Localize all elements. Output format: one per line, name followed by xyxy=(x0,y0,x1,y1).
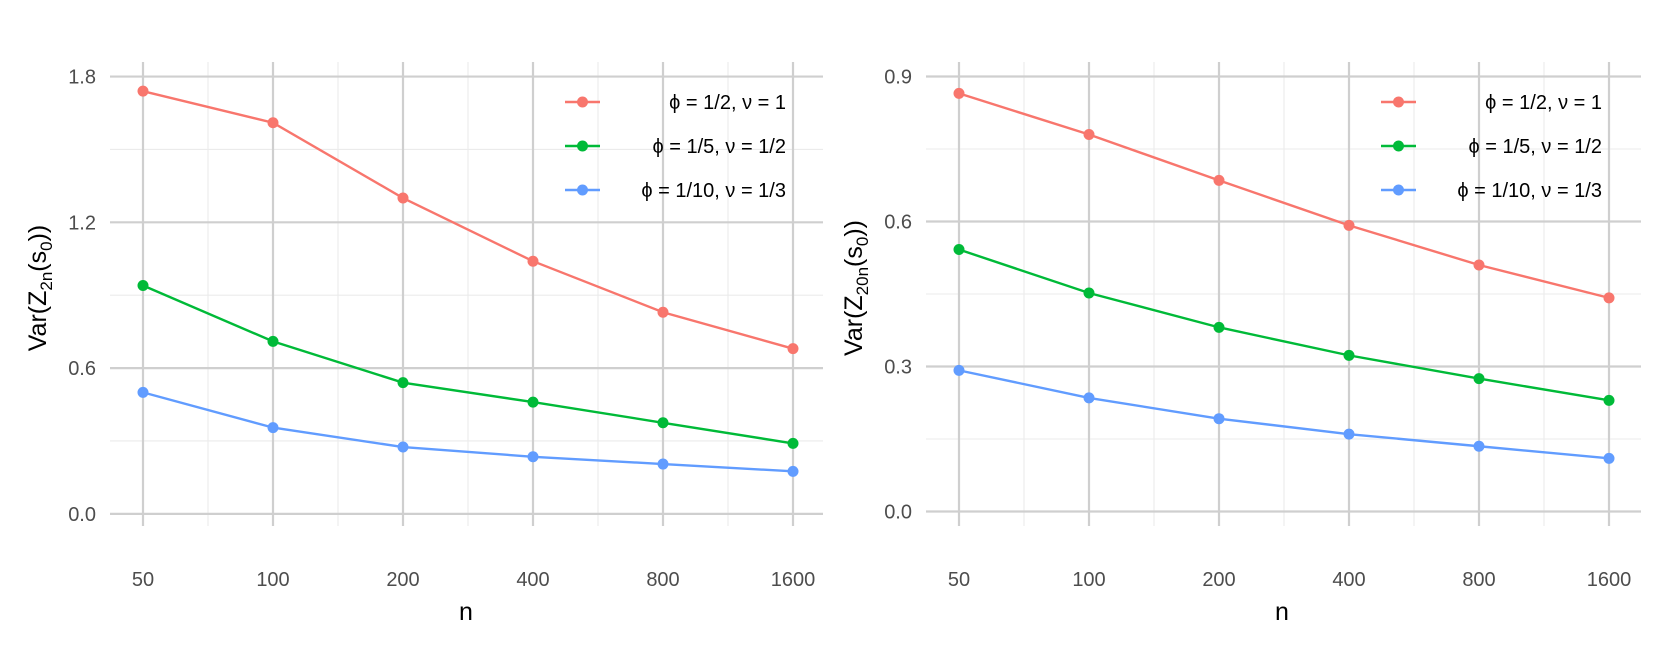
right-x-axis-title: n xyxy=(1275,598,1289,626)
data-point xyxy=(1603,292,1615,304)
data-point xyxy=(657,306,669,318)
data-point xyxy=(267,422,279,434)
legend-label: ϕ = 1/2, ν = 1 xyxy=(1485,92,1602,114)
data-point xyxy=(1083,129,1095,140)
legend-key-point xyxy=(577,96,588,108)
data-point xyxy=(527,396,539,408)
data-point xyxy=(787,343,799,355)
y-tick-label: 1.8 xyxy=(68,67,96,89)
data-point xyxy=(397,441,409,453)
legend-entry: ϕ = 1/10, ν = 1/3 xyxy=(565,180,786,202)
right-series xyxy=(953,87,1615,464)
data-point xyxy=(657,458,669,470)
data-point xyxy=(1213,174,1225,186)
left-x-axis-title: n xyxy=(459,598,473,626)
left-x-tick-labels: 50 100 200 400 800 1600 xyxy=(132,569,815,591)
series-line xyxy=(958,369,1610,460)
series-line xyxy=(958,92,1610,300)
right-x-tick-labels: 50 100 200 400 800 1600 xyxy=(948,569,1631,591)
data-point xyxy=(1473,259,1485,271)
x-tick-label: 50 xyxy=(948,569,970,591)
right-y-axis-title: Var(Z20n(s0)) xyxy=(840,220,872,356)
data-point xyxy=(787,437,799,449)
legend-key-point xyxy=(1393,96,1404,108)
x-tick-label: 200 xyxy=(1202,569,1235,591)
x-tick-label: 400 xyxy=(1332,569,1365,591)
data-point xyxy=(657,417,669,429)
x-tick-label: 800 xyxy=(646,569,679,591)
legend-label: ϕ = 1/5, ν = 1/2 xyxy=(1468,136,1602,158)
data-point xyxy=(1343,219,1355,231)
y-tick-label: 1.2 xyxy=(68,212,96,234)
data-point xyxy=(267,335,279,347)
data-point xyxy=(953,87,965,99)
legend-label: ϕ = 1/10, ν = 1/3 xyxy=(1457,180,1602,202)
legend-key-point xyxy=(577,140,588,152)
data-point xyxy=(397,192,409,204)
data-point xyxy=(1083,392,1095,404)
y-tick-label: 0.6 xyxy=(68,358,96,380)
legend-label: ϕ = 1/5, ν = 1/2 xyxy=(652,136,786,158)
y-tick-label: 0.0 xyxy=(68,504,96,526)
data-point xyxy=(953,364,965,376)
series-line xyxy=(142,284,794,445)
y-tick-label: 0.6 xyxy=(884,212,912,234)
y-tick-label: 0.0 xyxy=(884,502,912,524)
right-gridlines xyxy=(926,62,1641,526)
data-point xyxy=(1473,440,1485,452)
data-point xyxy=(787,465,799,477)
legend-key-point xyxy=(1393,184,1404,196)
data-point xyxy=(527,451,539,463)
left-legend: ϕ = 1/2, ν = 1 ϕ = 1/5, ν = 1/2 ϕ = 1/10… xyxy=(565,92,786,202)
x-tick-label: 100 xyxy=(1072,569,1105,591)
data-point xyxy=(1343,428,1355,440)
left-series xyxy=(137,85,799,477)
left-gridlines xyxy=(110,62,823,526)
x-tick-label: 400 xyxy=(516,569,549,591)
data-point xyxy=(1213,321,1225,333)
series-line xyxy=(958,248,1610,402)
data-point xyxy=(1603,394,1615,406)
data-point xyxy=(1083,287,1095,299)
left-panel: 0.0 0.6 1.2 1.8 50 100 200 400 800 1600 n Var(Z2… xyxy=(24,62,823,626)
x-tick-label: 50 xyxy=(132,569,154,591)
x-tick-label: 200 xyxy=(386,569,419,591)
legend-key-point xyxy=(1393,140,1404,152)
x-tick-label: 1600 xyxy=(1587,569,1632,591)
data-point xyxy=(397,377,409,389)
data-point xyxy=(1473,373,1485,385)
data-point xyxy=(137,85,149,97)
right-panel: 0.0 0.3 0.6 0.9 50 100 200 400 800 1600 n Var(Z2… xyxy=(840,62,1641,626)
x-tick-label: 100 xyxy=(256,569,289,591)
data-point xyxy=(137,279,149,291)
data-point xyxy=(137,386,149,398)
legend-entry: ϕ = 1/10, ν = 1/3 xyxy=(1381,180,1602,202)
legend-label: ϕ = 1/10, ν = 1/3 xyxy=(641,180,786,202)
left-y-tick-labels: 0.0 0.6 1.2 1.8 xyxy=(68,67,96,526)
legend-label: ϕ = 1/2, ν = 1 xyxy=(669,92,786,114)
data-point xyxy=(527,255,539,267)
data-point xyxy=(1343,349,1355,361)
data-point xyxy=(1213,413,1225,425)
y-tick-label: 0.3 xyxy=(884,357,912,379)
data-point xyxy=(267,117,279,129)
x-tick-label: 800 xyxy=(1462,569,1495,591)
x-tick-label: 1600 xyxy=(771,569,816,591)
y-tick-label: 0.9 xyxy=(884,67,912,89)
legend-entry: ϕ = 1/2, ν = 1 xyxy=(565,92,786,114)
legend-entry: ϕ = 1/5, ν = 1/2 xyxy=(565,136,786,158)
data-point xyxy=(953,244,965,256)
series-line xyxy=(142,391,794,473)
series-line xyxy=(142,89,794,350)
legend-key-point xyxy=(577,184,588,196)
right-legend: ϕ = 1/2, ν = 1 ϕ = 1/5, ν = 1/2 ϕ = 1/10… xyxy=(1381,92,1602,202)
legend-entry: ϕ = 1/5, ν = 1/2 xyxy=(1381,136,1602,158)
data-point xyxy=(1603,452,1615,464)
left-y-axis-title: Var(Z2n(s0)) xyxy=(24,225,56,352)
legend-entry: ϕ = 1/2, ν = 1 xyxy=(1381,92,1602,114)
right-y-tick-labels: 0.0 0.3 0.6 0.9 xyxy=(884,67,912,524)
